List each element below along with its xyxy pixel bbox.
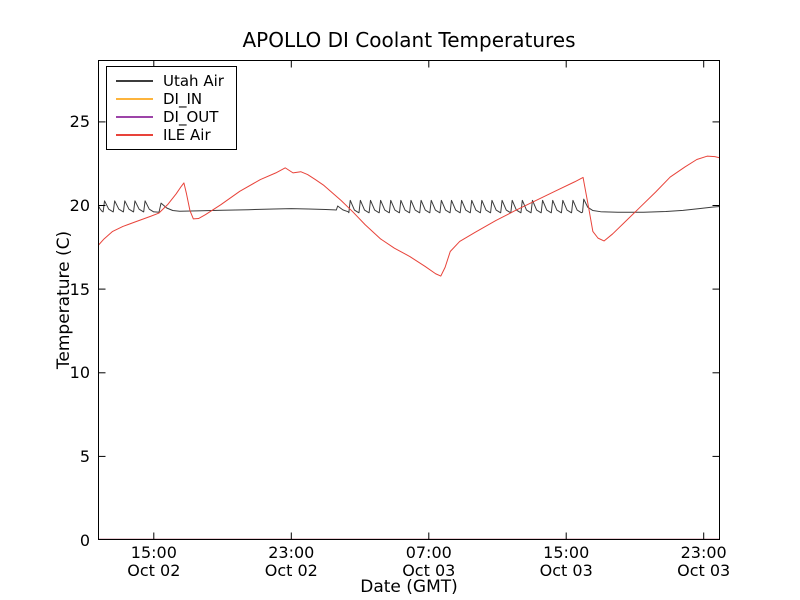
- x-tick-label: 15:00 Oct 02: [127, 543, 181, 580]
- legend-line-di-out: [116, 116, 153, 118]
- legend-item-utah-air: Utah Air: [116, 72, 224, 90]
- legend-item-ile-air: ILE Air: [116, 126, 224, 144]
- y-tick-label: 25: [69, 112, 90, 132]
- y-tick-label: 5: [79, 446, 90, 466]
- plot-area: Utah Air DI_IN DI_OUT ILE Air: [98, 60, 720, 540]
- x-axis-label: Date (GMT): [360, 577, 458, 597]
- y-tick-label: 20: [69, 196, 90, 215]
- y-axis-label: Temperature (C): [54, 230, 74, 370]
- x-tick-label: 23:00 Oct 03: [677, 543, 731, 580]
- legend-line-utah-air: [116, 80, 153, 82]
- plot-frame: [98, 60, 720, 540]
- legend-line-di-in: [116, 98, 153, 100]
- chart-title: APOLLO DI Coolant Temperatures: [242, 28, 576, 52]
- plot-canvas: [98, 60, 720, 540]
- series-utah-air: [98, 198, 720, 214]
- y-tick-label: 15: [69, 279, 90, 299]
- legend-label-ile-air: ILE Air: [163, 126, 211, 144]
- legend-label-di-in: DI_IN: [163, 90, 203, 108]
- y-tick-label: 10: [69, 363, 90, 383]
- series-ile-air: [98, 155, 720, 277]
- x-tick-label: 23:00 Oct 02: [264, 543, 318, 580]
- legend-item-di-in: DI_IN: [116, 90, 224, 108]
- x-tick-label: 07:00 Oct 03: [402, 543, 456, 580]
- legend-line-ile-air: [116, 134, 153, 136]
- legend: Utah Air DI_IN DI_OUT ILE Air: [106, 66, 237, 150]
- x-tick-label: 15:00 Oct 03: [539, 543, 593, 580]
- y-tick-label: 0: [79, 530, 90, 550]
- legend-label-utah-air: Utah Air: [163, 72, 224, 90]
- legend-label-di-out: DI_OUT: [163, 108, 219, 126]
- legend-item-di-out: DI_OUT: [116, 108, 224, 126]
